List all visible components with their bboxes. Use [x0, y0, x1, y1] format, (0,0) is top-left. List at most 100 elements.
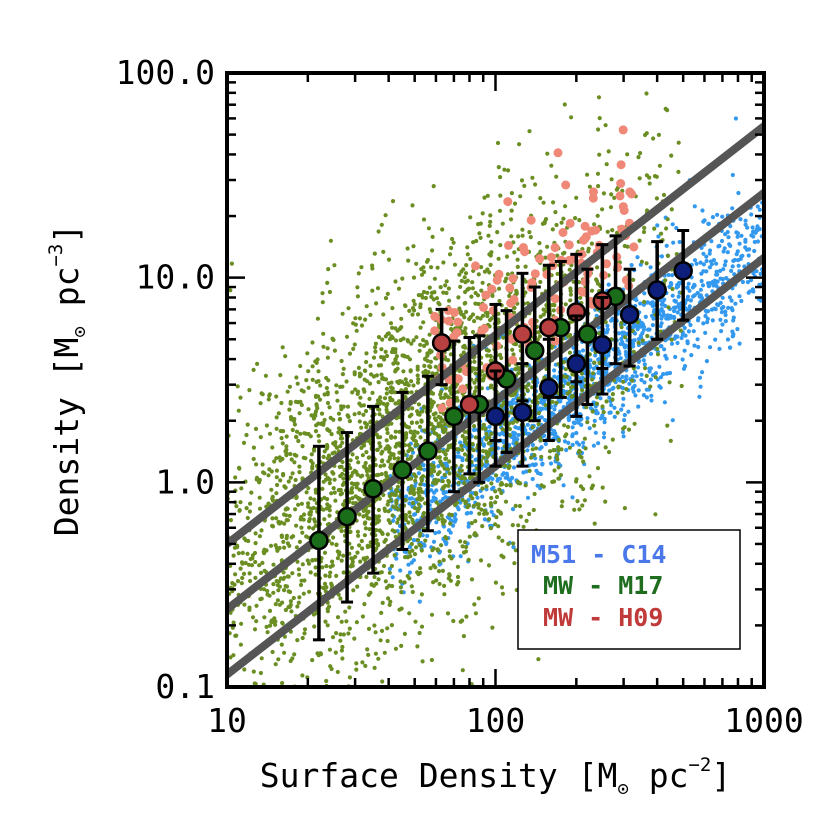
cloud-point	[561, 180, 571, 190]
cloud-point	[366, 455, 371, 460]
cloud-point	[669, 337, 674, 342]
cloud-point	[250, 700, 254, 704]
cloud-point	[251, 445, 256, 450]
cloud-point	[585, 420, 590, 425]
cloud-point	[300, 635, 305, 641]
cloud-point	[447, 298, 452, 303]
cloud-point	[475, 495, 480, 500]
cloud-point	[433, 478, 438, 483]
cloud-point	[407, 414, 412, 419]
cloud-point	[314, 423, 319, 428]
cloud-point	[598, 416, 604, 421]
cloud-point	[409, 584, 414, 589]
cloud-point	[412, 434, 417, 439]
cloud-point	[334, 573, 339, 579]
cloud-point	[370, 288, 375, 293]
cloud-point	[391, 452, 396, 457]
cloud-point	[389, 491, 394, 497]
cloud-point	[363, 520, 368, 525]
cloud-point	[317, 439, 322, 444]
cloud-point	[314, 402, 319, 407]
cloud-point	[254, 619, 259, 624]
cloud-point	[397, 450, 402, 455]
cloud-point	[491, 485, 496, 490]
cloud-point	[343, 609, 348, 614]
cloud-point	[449, 327, 454, 332]
cloud-point	[288, 599, 293, 604]
cloud-point	[460, 497, 465, 503]
cloud-point	[254, 706, 258, 710]
cloud-point	[510, 507, 516, 512]
cloud-point	[307, 525, 312, 530]
cloud-point	[721, 267, 726, 272]
cloud-point	[387, 455, 392, 460]
cloud-point	[412, 302, 417, 307]
cloud-point	[651, 316, 656, 321]
cloud-point	[509, 405, 514, 410]
cloud-point	[545, 151, 550, 156]
cloud-point	[373, 341, 378, 346]
cloud-point	[473, 290, 478, 296]
cloud-point	[415, 312, 421, 317]
cloud-point	[527, 278, 537, 288]
cloud-point	[413, 478, 418, 483]
cloud-point	[542, 433, 547, 438]
cloud-point	[322, 495, 327, 500]
cloud-point	[355, 584, 360, 589]
cloud-point	[236, 408, 241, 413]
cloud-point	[368, 590, 373, 595]
cloud-point	[754, 269, 759, 274]
cloud-point	[463, 476, 468, 481]
cloud-point	[270, 649, 275, 655]
cloud-point	[464, 263, 469, 268]
cloud-point	[275, 718, 279, 722]
cloud-point	[432, 276, 437, 281]
cloud-point	[657, 163, 663, 168]
cloud-point	[398, 568, 403, 573]
cloud-point	[644, 395, 650, 400]
cloud-point	[372, 251, 377, 256]
cloud-point	[413, 474, 418, 479]
cloud-point	[377, 412, 382, 417]
cloud-point	[468, 510, 474, 515]
cloud-point	[279, 400, 284, 406]
cloud-point	[265, 588, 270, 594]
cloud-point	[648, 351, 654, 356]
cloud-point	[752, 239, 757, 245]
cloud-point	[272, 459, 277, 464]
cloud-point	[381, 401, 386, 406]
cloud-point	[610, 228, 615, 233]
cloud-point	[661, 372, 666, 377]
cloud-point	[564, 240, 574, 250]
cloud-point	[294, 375, 299, 380]
cloud-point	[313, 565, 318, 570]
cloud-point	[274, 456, 279, 461]
cloud-point	[339, 558, 344, 563]
cloud-point	[395, 401, 400, 406]
cloud-point	[362, 533, 367, 538]
cloud-point	[250, 615, 256, 620]
cloud-point	[260, 699, 264, 703]
cloud-point	[659, 231, 664, 236]
cloud-point	[440, 568, 445, 574]
cloud-point	[433, 418, 439, 423]
cloud-point	[310, 658, 315, 663]
cloud-point	[379, 347, 384, 352]
cloud-point	[437, 470, 442, 475]
cloud-point	[391, 518, 396, 523]
cloud-point	[284, 584, 290, 589]
cloud-point	[470, 286, 475, 291]
cloud-point	[629, 242, 639, 252]
cloud-point	[335, 615, 341, 620]
cloud-point	[311, 416, 316, 421]
cloud-point	[565, 391, 570, 396]
cloud-point	[422, 467, 427, 472]
cloud-point	[411, 298, 416, 303]
cloud-point	[388, 385, 394, 390]
cloud-point	[444, 536, 449, 541]
cloud-point	[282, 575, 287, 580]
cloud-point	[512, 561, 517, 566]
cloud-point	[287, 543, 292, 549]
cloud-point	[269, 469, 274, 474]
cloud-point	[583, 446, 588, 451]
